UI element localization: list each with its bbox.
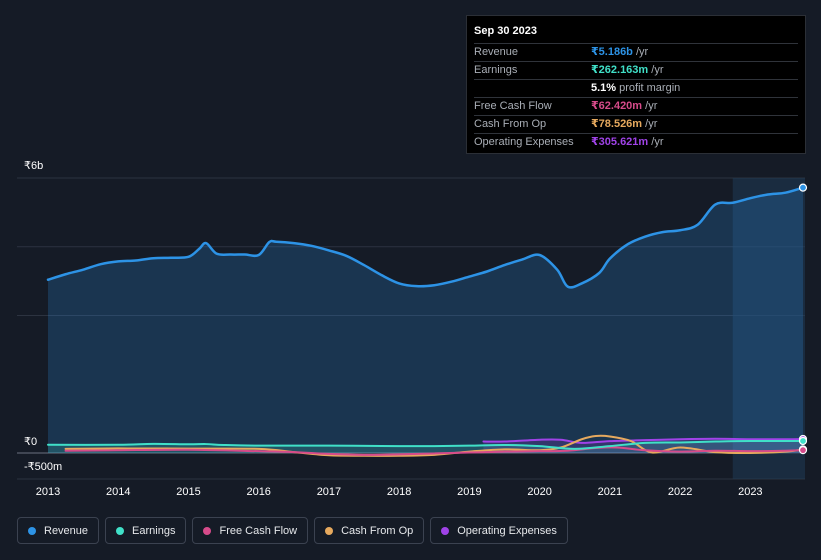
x-tick-label: 2018 xyxy=(387,486,411,498)
gridlines xyxy=(17,177,805,480)
forecast-shade xyxy=(732,178,805,479)
legend-dot-icon xyxy=(28,526,36,535)
x-tick-label: 2013 xyxy=(36,486,60,498)
x-tick-label: 2019 xyxy=(457,486,481,498)
tooltip-row-label: Free Cash Flow xyxy=(474,100,552,112)
legend-dot-icon xyxy=(325,526,334,535)
legend-label: Operating Expenses xyxy=(457,524,557,537)
tooltip-row: 5.1% profit margin xyxy=(474,80,798,98)
tooltip-row-label: Operating Expenses xyxy=(474,136,574,148)
legend-label: Earnings xyxy=(132,524,176,537)
tooltip-row: Earnings ₹262.163m /yr xyxy=(474,62,798,80)
tooltip-row: Cash From Op ₹78.526m /yr xyxy=(474,116,798,134)
tooltip-row-value: ₹262.163m /yr xyxy=(591,64,664,76)
data-tooltip: Sep 30 2023 Revenue ₹5.186b /yr Earnings ₹2… xyxy=(466,15,806,154)
x-tick-label: 2016 xyxy=(246,486,270,498)
legend-item-earnings[interactable]: Earnings xyxy=(105,517,187,544)
legend-item-operating-expenses[interactable]: Operating Expenses xyxy=(430,517,568,544)
tooltip-row: Revenue ₹5.186b /yr xyxy=(474,44,798,62)
legend-dot-icon xyxy=(203,526,212,535)
tooltip-row-value: ₹78.526m /yr xyxy=(591,118,658,130)
y-tick-label: -₹500m xyxy=(24,461,62,473)
earnings-end-marker xyxy=(798,436,808,446)
chart-legend: Revenue Earnings Free Cash Flow Cash From O… xyxy=(17,517,568,544)
tooltip-rows: Revenue ₹5.186b /yr Earnings ₹262.163m /yr 5… xyxy=(474,44,798,151)
tooltip-row-value: 5.1% profit margin xyxy=(591,82,681,94)
x-tick-label: 2023 xyxy=(738,486,762,498)
legend-label: Free Cash Flow xyxy=(219,524,298,537)
tooltip-row-value: ₹305.621m /yr xyxy=(591,136,664,148)
x-tick-label: 2017 xyxy=(317,486,341,498)
tooltip-row-label: Revenue xyxy=(474,46,519,58)
tooltip-row-value: ₹62.420m /yr xyxy=(591,100,658,112)
legend-label: Cash From Op xyxy=(341,524,414,537)
revenue-line xyxy=(46,186,805,289)
chart-canvas: ₹6b ₹0 -₹500m 2013 2014 2015 2016 2017 2018 20… xyxy=(17,160,808,498)
x-tick-label: 2015 xyxy=(176,486,200,498)
series-lines xyxy=(46,186,805,457)
revenue-area xyxy=(48,187,803,453)
x-tick-label: 2020 xyxy=(527,486,551,498)
free-cash-flow-end-marker xyxy=(798,446,808,455)
end-markers xyxy=(798,183,808,455)
tooltip-row-label xyxy=(474,80,591,97)
legend-item-cash-from-op[interactable]: Cash From Op xyxy=(314,517,425,544)
legend-item-revenue[interactable]: Revenue xyxy=(17,517,100,544)
legend-label: Revenue xyxy=(44,524,89,537)
tooltip-row: Operating Expenses ₹305.621m /yr xyxy=(474,134,798,151)
earnings-line xyxy=(47,439,804,450)
legend-dot-icon xyxy=(441,526,450,535)
tooltip-row-label: Cash From Op xyxy=(474,118,547,130)
y-tick-label: ₹0 xyxy=(24,436,37,448)
x-tick-label: 2022 xyxy=(668,486,692,498)
tooltip-row-label: Earnings xyxy=(474,64,518,76)
tooltip-row-value: ₹5.186b /yr xyxy=(591,46,649,58)
legend-item-free-cash-flow[interactable]: Free Cash Flow xyxy=(192,517,309,544)
x-tick-label: 2014 xyxy=(106,486,130,498)
y-axis: ₹6b ₹0 -₹500m xyxy=(24,160,62,473)
tooltip-row: Free Cash Flow ₹62.420m /yr xyxy=(474,98,798,116)
x-axis: 2013 2014 2015 2016 2017 2018 2019 2020 2021 2022… xyxy=(36,486,763,498)
free-cash-flow-line xyxy=(64,446,804,456)
y-tick-label: ₹6b xyxy=(24,160,43,172)
tooltip-date: Sep 30 2023 xyxy=(474,25,798,44)
revenue-end-marker xyxy=(798,183,808,192)
x-tick-label: 2021 xyxy=(598,486,622,498)
legend-dot-icon xyxy=(116,526,125,535)
